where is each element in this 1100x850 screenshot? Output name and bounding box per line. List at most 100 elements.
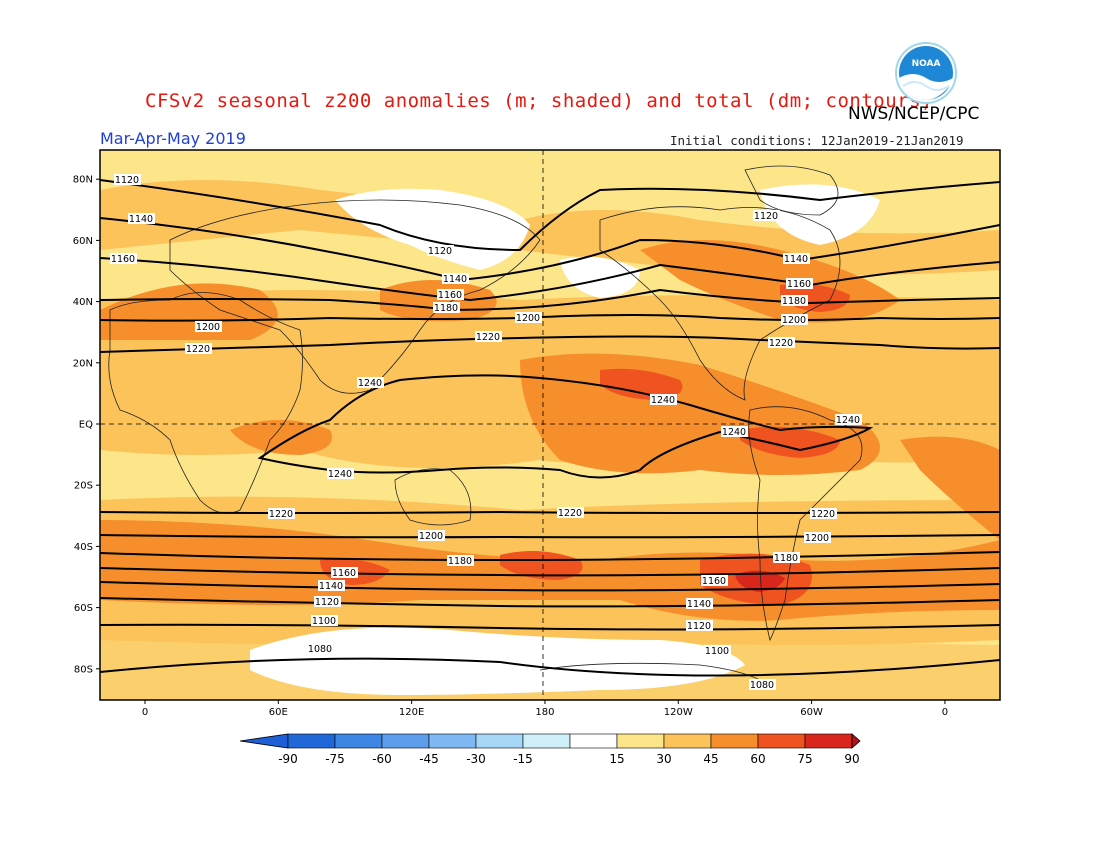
contour-label-1080-s2: 1080	[749, 679, 776, 691]
latitude-label: 60N	[73, 236, 93, 247]
season-label: Mar-Apr-May 2019	[100, 129, 246, 148]
contour-label-1200-na: 1200	[781, 314, 808, 326]
latitude-label: 60S	[74, 603, 93, 614]
contour-1120	[100, 179, 1000, 252]
contour-label-1120-pac: 1120	[427, 245, 454, 257]
svg-text:1220: 1220	[269, 509, 293, 520]
svg-text:1160: 1160	[702, 576, 726, 587]
contour-label-1140-w: 1140	[128, 213, 155, 225]
contour-label-1140-na: 1140	[783, 253, 810, 265]
contour-label-1100-s1: 1100	[311, 615, 338, 627]
colorbar-swatch	[522, 733, 571, 749]
contour-label-1080-s1: 1080	[307, 643, 334, 655]
latitude-label: EQ	[79, 420, 93, 431]
contour-label-1180-s1: 1180	[447, 555, 474, 567]
svg-text:1160: 1160	[111, 254, 135, 265]
colorbar-label: 90	[844, 752, 859, 766]
contour-label-1160-s1: 1160	[331, 567, 358, 579]
svg-text:1240: 1240	[358, 378, 382, 389]
longitude-label: 180	[535, 707, 554, 718]
colorbar-label: 45	[703, 752, 718, 766]
colorbar-swatch	[287, 733, 336, 749]
colorbar-swatch	[475, 733, 524, 749]
contour-label-1180-na: 1180	[781, 295, 808, 307]
svg-text:1120: 1120	[315, 597, 339, 608]
longitude-label: 120E	[399, 707, 424, 718]
colorbar-label: 15	[609, 752, 624, 766]
agency-label: NWS/NCEP/CPC	[848, 104, 980, 124]
svg-text:1160: 1160	[332, 568, 356, 579]
contour-1240	[257, 374, 874, 479]
height-contours	[100, 179, 1000, 677]
svg-text:1140: 1140	[319, 581, 343, 592]
contour-label-1240-sa: 1240	[721, 426, 748, 438]
colorbar-label: -45	[419, 752, 439, 766]
svg-text:1180: 1180	[434, 303, 458, 314]
contour-label-1200-w: 1200	[195, 321, 222, 333]
noaa-logo-text: NOAA	[912, 59, 941, 69]
contour-label-1180-s2: 1180	[773, 552, 800, 564]
svg-text:1240: 1240	[836, 415, 860, 426]
svg-text:1140: 1140	[129, 214, 153, 225]
longitude-label: 60E	[269, 707, 288, 718]
chart-title: CFSv2 seasonal z200 anomalies (m; shaded…	[145, 90, 933, 112]
colorbar-label: 30	[656, 752, 671, 766]
svg-text:1220: 1220	[186, 344, 210, 355]
contour-label-1120-s2: 1120	[686, 620, 713, 632]
colorbar-swatch	[757, 733, 806, 749]
svg-text:1220: 1220	[558, 508, 582, 519]
colorbar-swatch	[663, 733, 712, 749]
contour-label-1200-s2: 1200	[804, 532, 831, 544]
contour-label-1140-pac: 1140	[442, 273, 469, 285]
contour-label-1220-pac: 1220	[475, 331, 502, 343]
longitude-label: 0	[142, 707, 148, 718]
colorbar-swatch	[569, 733, 618, 749]
noaa-logo: NOAA	[895, 42, 957, 104]
contour-labels: 1120 1140 1160 1200 1220 1240 1240 1120 …	[110, 174, 862, 691]
initial-conditions-label: Initial conditions: 12Jan2019-21Jan2019	[670, 133, 964, 148]
contour-1200	[100, 314, 1000, 322]
svg-text:1120: 1120	[687, 621, 711, 632]
colorbar-high-arrow	[851, 733, 861, 749]
contour-1180-south	[100, 551, 1000, 562]
svg-text:1120: 1120	[428, 246, 452, 257]
svg-text:1180: 1180	[448, 556, 472, 567]
contour-label-1240-io: 1240	[357, 377, 384, 389]
longitude-labels: 0 60E 120E 180 120W 60W 0	[142, 700, 948, 718]
contour-label-1160-s2: 1160	[701, 575, 728, 587]
colorbar-label: -60	[372, 752, 392, 766]
svg-text:1120: 1120	[754, 211, 778, 222]
colorbar-low-arrow	[239, 733, 289, 749]
svg-text:1080: 1080	[750, 680, 774, 691]
svg-text:1160: 1160	[787, 279, 811, 290]
longitude-label: 60W	[800, 707, 823, 718]
contour-1140-south	[100, 581, 1000, 592]
contour-label-1220-na: 1220	[768, 337, 795, 349]
colorbar-swatch	[710, 733, 759, 749]
svg-text:1200: 1200	[782, 315, 806, 326]
coastline-north-america	[599, 206, 841, 401]
latitude-label: 80N	[73, 175, 93, 186]
svg-text:1240: 1240	[328, 469, 352, 480]
contour-label-1120-nw: 1120	[114, 174, 141, 186]
svg-text:1200: 1200	[419, 531, 443, 542]
svg-text:1220: 1220	[811, 509, 835, 520]
colorbar-swatch	[334, 733, 383, 749]
svg-text:1200: 1200	[516, 313, 540, 324]
contour-label-1160-pac: 1160	[437, 289, 464, 301]
contour-label-1140-s2: 1140	[686, 598, 713, 610]
colorbar-label: -30	[466, 752, 486, 766]
contour-label-1240-s: 1240	[327, 468, 354, 480]
coastline-antarctica	[539, 662, 761, 681]
svg-text:1200: 1200	[805, 533, 829, 544]
contour-label-1100-s2: 1100	[704, 645, 731, 657]
svg-text:1200: 1200	[196, 322, 220, 333]
svg-text:1100: 1100	[705, 646, 729, 657]
contour-1120-south	[100, 597, 1000, 608]
svg-text:1240: 1240	[722, 427, 746, 438]
latitude-label: 20N	[73, 358, 93, 369]
contour-label-1180-pac: 1180	[433, 302, 460, 314]
coastline-south-america	[748, 406, 863, 642]
colorbar-swatch	[804, 733, 853, 749]
contour-1080-south	[100, 657, 1000, 677]
